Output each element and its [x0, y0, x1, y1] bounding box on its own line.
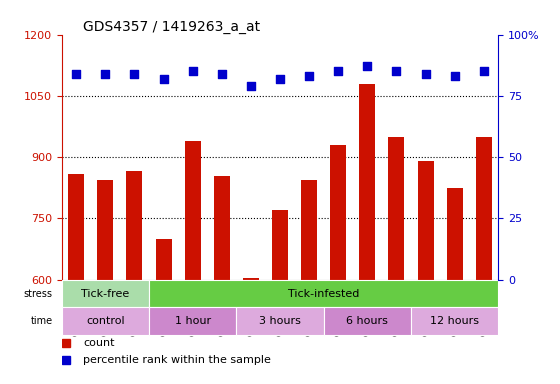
Bar — [476, 137, 492, 280]
Text: time: time — [31, 316, 53, 326]
Point — [392, 68, 401, 74]
Point — [363, 63, 372, 70]
Text: 1 hour: 1 hour — [175, 316, 211, 326]
Point — [188, 68, 197, 74]
Text: 6 hours: 6 hours — [347, 316, 388, 326]
Text: control: control — [86, 316, 124, 326]
Bar — [156, 239, 171, 280]
Point — [246, 83, 255, 89]
Bar — [127, 172, 142, 280]
Text: stress: stress — [24, 288, 53, 298]
Bar — [272, 210, 288, 280]
Bar — [411, 307, 498, 335]
Point — [217, 71, 226, 77]
Text: percentile rank within the sample: percentile rank within the sample — [83, 355, 271, 365]
Bar — [447, 188, 463, 280]
Bar — [62, 280, 149, 307]
Bar — [243, 278, 259, 280]
Bar — [360, 84, 375, 280]
Text: Tick-free: Tick-free — [81, 288, 129, 298]
Text: GDS4357 / 1419263_a_at: GDS4357 / 1419263_a_at — [83, 20, 260, 33]
Point — [305, 73, 314, 79]
Point — [479, 68, 488, 74]
Point — [421, 71, 430, 77]
Bar — [149, 280, 498, 307]
Text: 3 hours: 3 hours — [259, 316, 301, 326]
Bar — [389, 137, 404, 280]
Point — [276, 76, 284, 82]
Bar — [418, 161, 433, 280]
Text: count: count — [83, 338, 115, 348]
Text: Tick-infested: Tick-infested — [288, 288, 360, 298]
Point — [130, 71, 139, 77]
Bar — [236, 307, 324, 335]
Bar — [97, 180, 113, 280]
Bar — [330, 145, 346, 280]
Bar — [185, 141, 200, 280]
Point — [101, 71, 110, 77]
Bar — [214, 175, 230, 280]
Bar — [324, 307, 411, 335]
Point — [334, 68, 343, 74]
Text: 12 hours: 12 hours — [430, 316, 479, 326]
Point — [72, 71, 81, 77]
Bar — [68, 174, 84, 280]
Point — [159, 76, 168, 82]
Bar — [149, 307, 236, 335]
Bar — [301, 180, 317, 280]
Point — [450, 73, 459, 79]
Bar — [62, 307, 149, 335]
